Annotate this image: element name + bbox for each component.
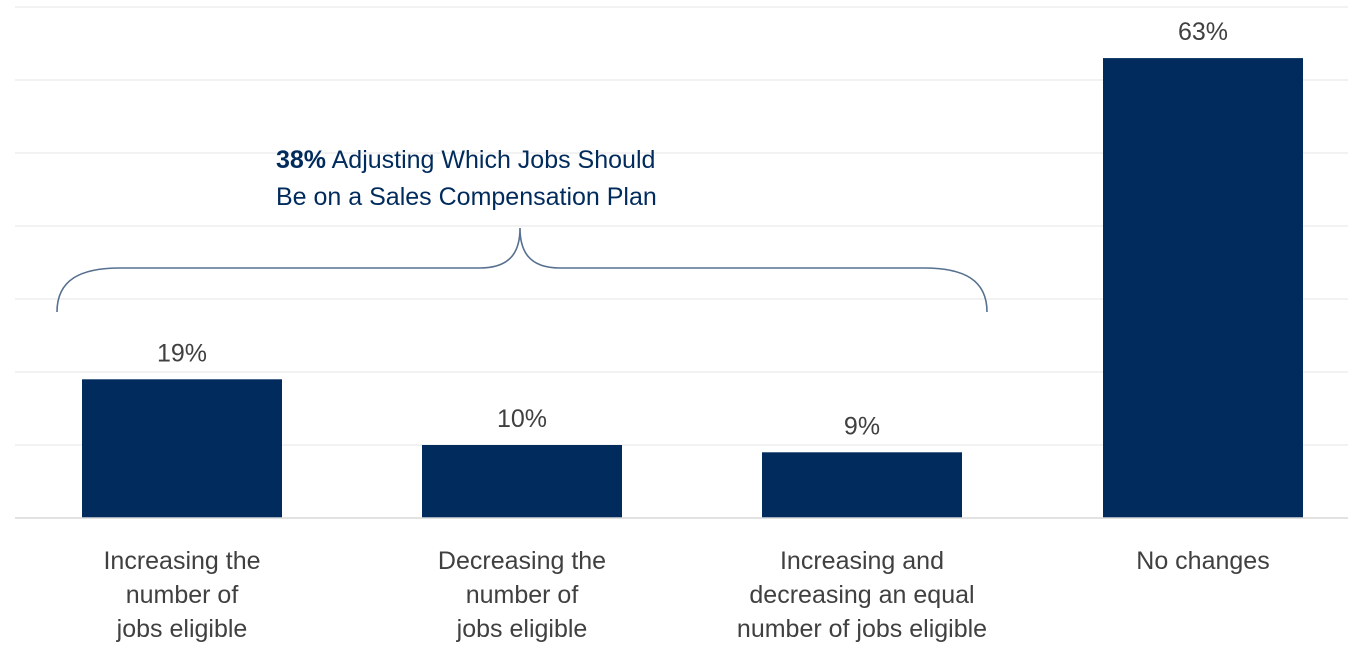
category-label-line: Increasing the [103,547,260,575]
value-label: 63% [1178,18,1228,46]
gridlines [15,6,1348,446]
bar [1103,58,1303,518]
category-label: No changes [1136,547,1269,575]
value-label: 9% [844,412,880,440]
category-label: Increasing the number of jobs eligible [103,547,260,643]
annotation-percent: 38% [276,146,326,174]
bar [82,379,282,518]
annotation-line-1-text: Adjusting Which Jobs Should [326,146,655,174]
bar [762,452,962,518]
value-label: 19% [157,339,207,367]
annotation-brace [56,227,988,313]
category-label-line: number of jobs eligible [737,615,987,643]
category-label: Increasing and decreasing an equal number … [737,547,987,643]
annotation-group: 38% Adjusting Which Jobs Should Be on a … [56,146,988,313]
category-labels: Increasing the number of jobs eligibleDecr… [103,547,1269,643]
category-label-line: jobs eligible [456,615,588,643]
category-label-line: Increasing and [780,547,944,575]
bar [422,445,622,518]
value-label: 10% [497,405,547,433]
bars [82,58,1303,518]
category-label-line: jobs eligible [116,615,248,643]
category-label-line: Decreasing the [438,547,606,575]
category-label-line: number of [466,581,579,609]
category-label-line: number of [126,581,239,609]
category-label-line: decreasing an equal [749,581,974,609]
category-label-line: No changes [1136,547,1269,575]
annotation-line-1: 38% Adjusting Which Jobs Should [276,146,655,174]
annotation-line-2: Be on a Sales Compensation Plan [276,183,657,211]
category-label: Decreasing the number of jobs eligible [438,547,606,643]
value-labels: 19% 10% 9% 63% [157,18,1228,440]
